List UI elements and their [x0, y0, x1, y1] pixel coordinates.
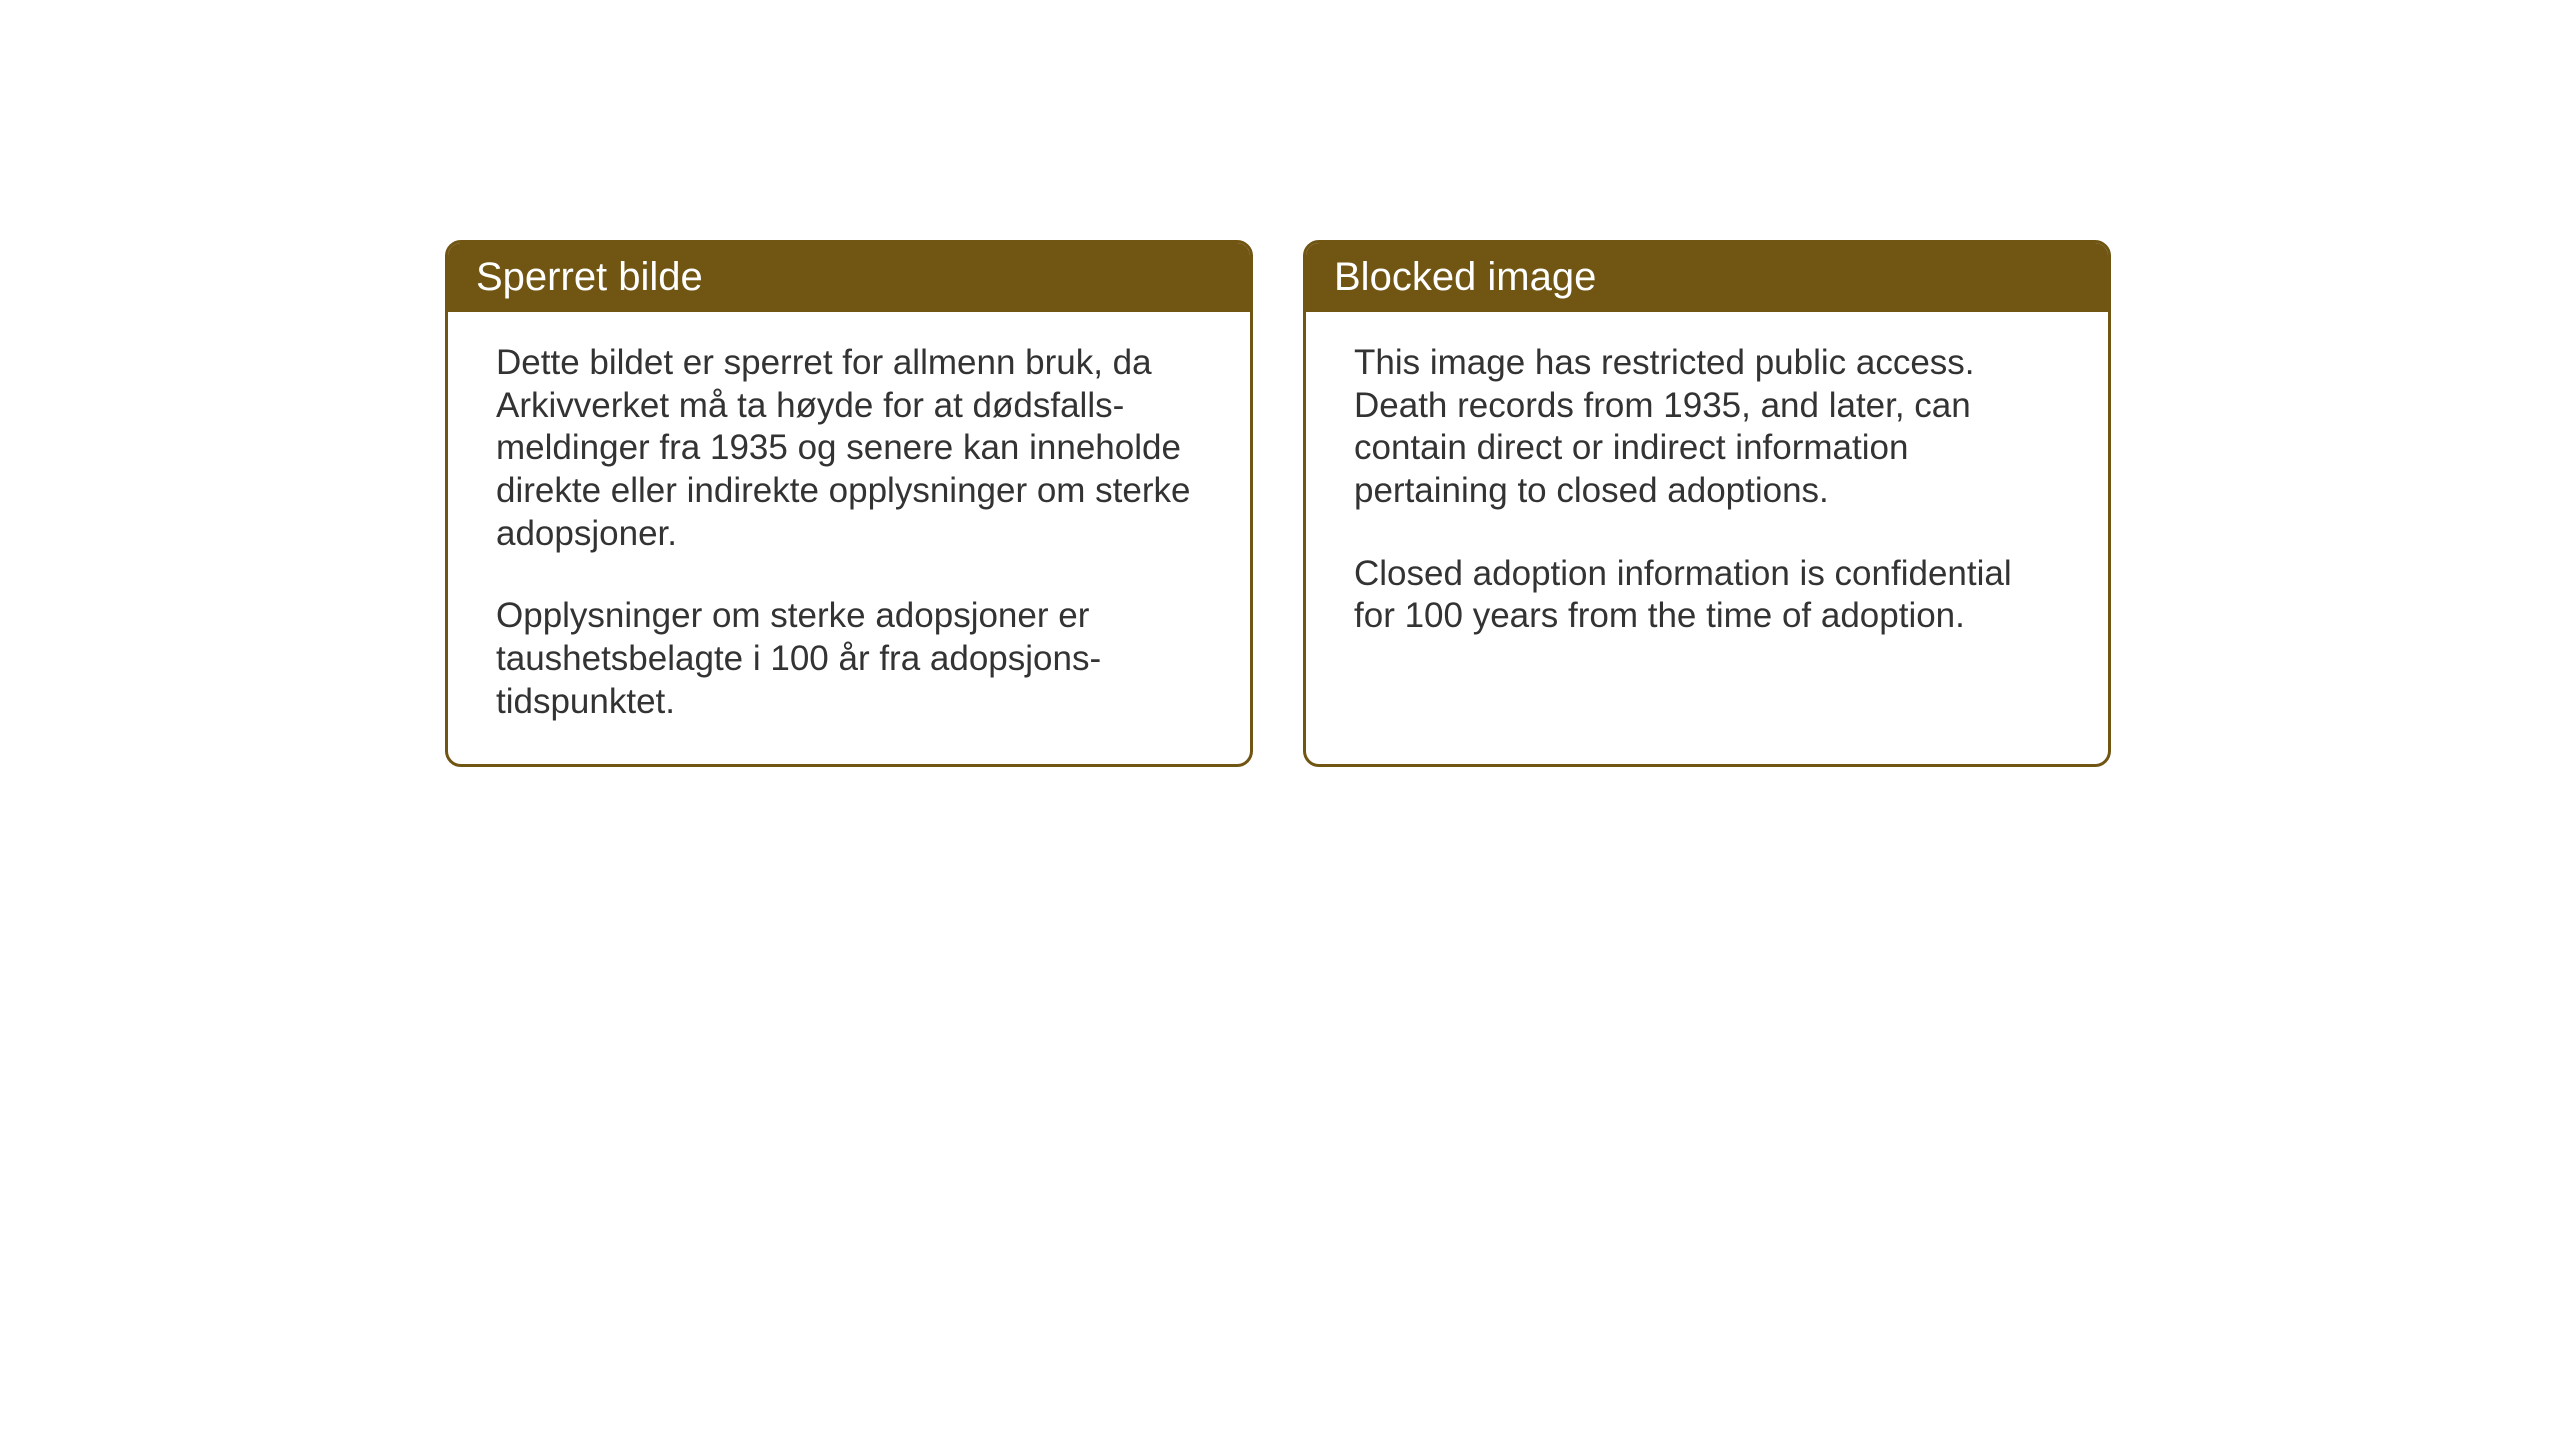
card-header-english: Blocked image: [1306, 243, 2108, 312]
card-paragraph-2-english: Closed adoption information is confident…: [1354, 553, 2060, 638]
card-norwegian: Sperret bilde Dette bildet er sperret fo…: [445, 240, 1253, 767]
card-body-norwegian: Dette bildet er sperret for allmenn bruk…: [448, 312, 1250, 764]
card-header-norwegian: Sperret bilde: [448, 243, 1250, 312]
card-body-english: This image has restricted public access.…: [1306, 312, 2108, 678]
card-english: Blocked image This image has restricted …: [1303, 240, 2111, 767]
cards-container: Sperret bilde Dette bildet er sperret fo…: [445, 240, 2111, 767]
card-title-english: Blocked image: [1334, 255, 1596, 299]
card-title-norwegian: Sperret bilde: [476, 255, 703, 299]
card-paragraph-2-norwegian: Opplysninger om sterke adopsjoner er tau…: [496, 595, 1202, 723]
card-paragraph-1-norwegian: Dette bildet er sperret for allmenn bruk…: [496, 342, 1202, 555]
card-paragraph-1-english: This image has restricted public access.…: [1354, 342, 2060, 513]
